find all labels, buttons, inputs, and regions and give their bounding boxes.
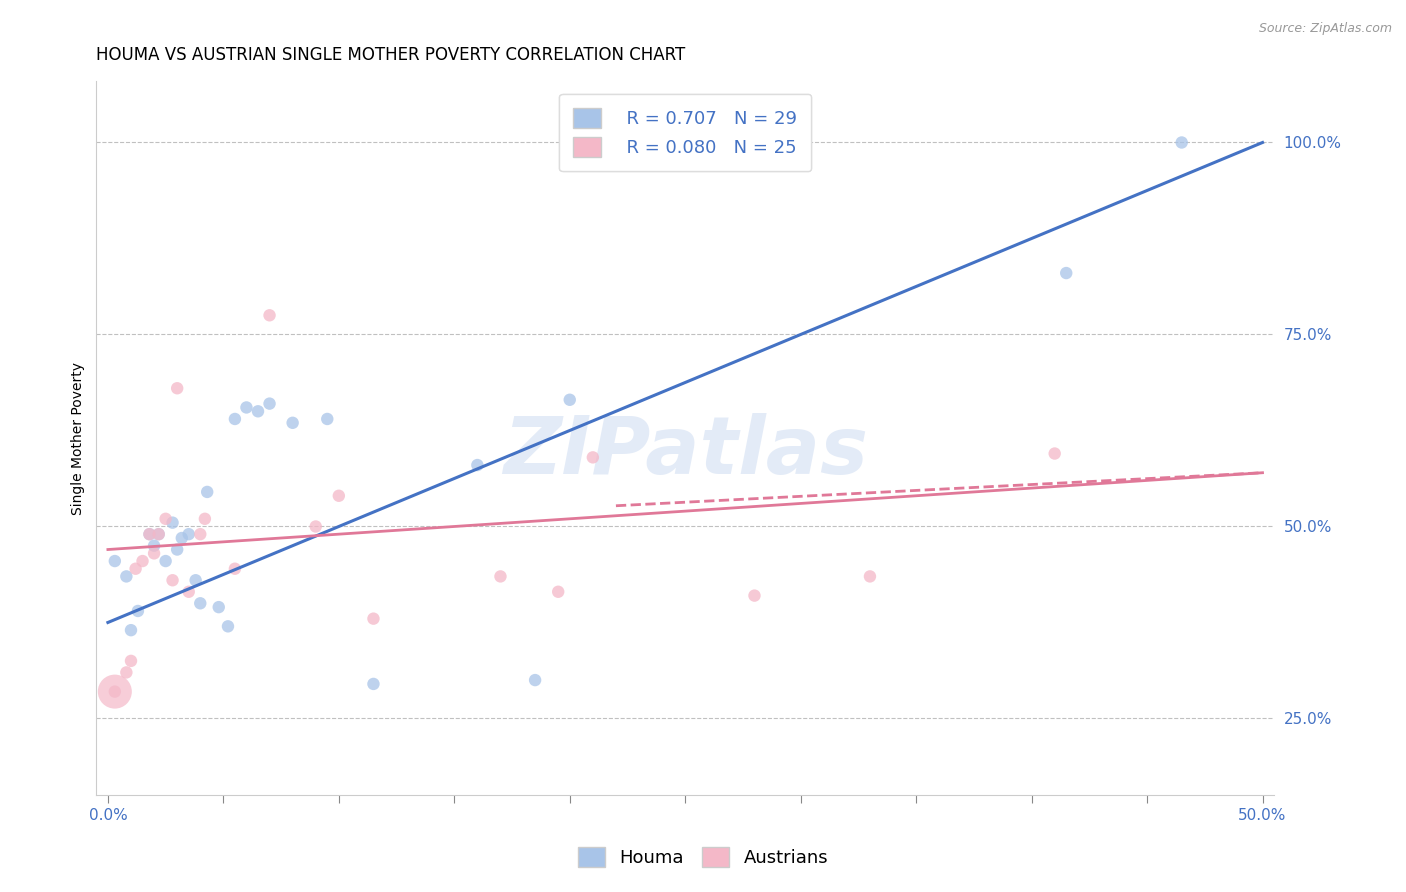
Point — [143, 539, 166, 553]
Point — [235, 401, 257, 415]
Point — [104, 684, 127, 698]
Point — [305, 519, 328, 533]
Point — [744, 589, 766, 603]
Point — [194, 512, 217, 526]
Point — [1170, 136, 1192, 150]
Point — [177, 584, 200, 599]
Point — [177, 527, 200, 541]
Point — [217, 619, 239, 633]
Point — [195, 484, 218, 499]
Point — [259, 396, 281, 410]
Text: ZIPatlas: ZIPatlas — [503, 414, 868, 491]
Point — [246, 404, 269, 418]
Point — [467, 458, 489, 472]
Point — [143, 546, 166, 560]
Point — [208, 600, 231, 615]
Point — [148, 527, 170, 541]
Point — [582, 450, 605, 465]
Point — [120, 654, 142, 668]
Point — [328, 489, 350, 503]
Point — [547, 584, 569, 599]
Point — [224, 412, 246, 426]
Point — [1043, 446, 1066, 460]
Point — [162, 574, 184, 588]
Text: HOUMA VS AUSTRIAN SINGLE MOTHER POVERTY CORRELATION CHART: HOUMA VS AUSTRIAN SINGLE MOTHER POVERTY … — [97, 46, 686, 64]
Point — [281, 416, 304, 430]
Point — [188, 596, 211, 610]
Y-axis label: Single Mother Poverty: Single Mother Poverty — [72, 361, 86, 515]
Point — [104, 684, 127, 698]
Point — [259, 308, 281, 322]
Point — [316, 412, 339, 426]
Point — [138, 527, 160, 541]
Text: Source: ZipAtlas.com: Source: ZipAtlas.com — [1258, 22, 1392, 36]
Point — [131, 554, 153, 568]
Legend: Houma, Austrians: Houma, Austrians — [571, 839, 835, 874]
Point — [155, 512, 177, 526]
Point — [115, 569, 138, 583]
Point — [363, 612, 385, 626]
Point — [124, 562, 146, 576]
Point — [166, 542, 188, 557]
Point — [162, 516, 184, 530]
Point — [138, 527, 160, 541]
Point — [859, 569, 882, 583]
Point — [224, 562, 246, 576]
Point — [1054, 266, 1077, 280]
Point — [184, 574, 207, 588]
Point — [120, 623, 142, 637]
Point — [104, 554, 127, 568]
Point — [524, 673, 547, 687]
Point — [170, 531, 193, 545]
Point — [166, 381, 188, 395]
Point — [558, 392, 581, 407]
Point — [489, 569, 512, 583]
Point — [155, 554, 177, 568]
Point — [363, 677, 385, 691]
Point — [148, 527, 170, 541]
Point — [127, 604, 149, 618]
Point — [188, 527, 211, 541]
Legend:   R = 0.707   N = 29,   R = 0.080   N = 25: R = 0.707 N = 29, R = 0.080 N = 25 — [560, 94, 811, 171]
Point — [115, 665, 138, 680]
